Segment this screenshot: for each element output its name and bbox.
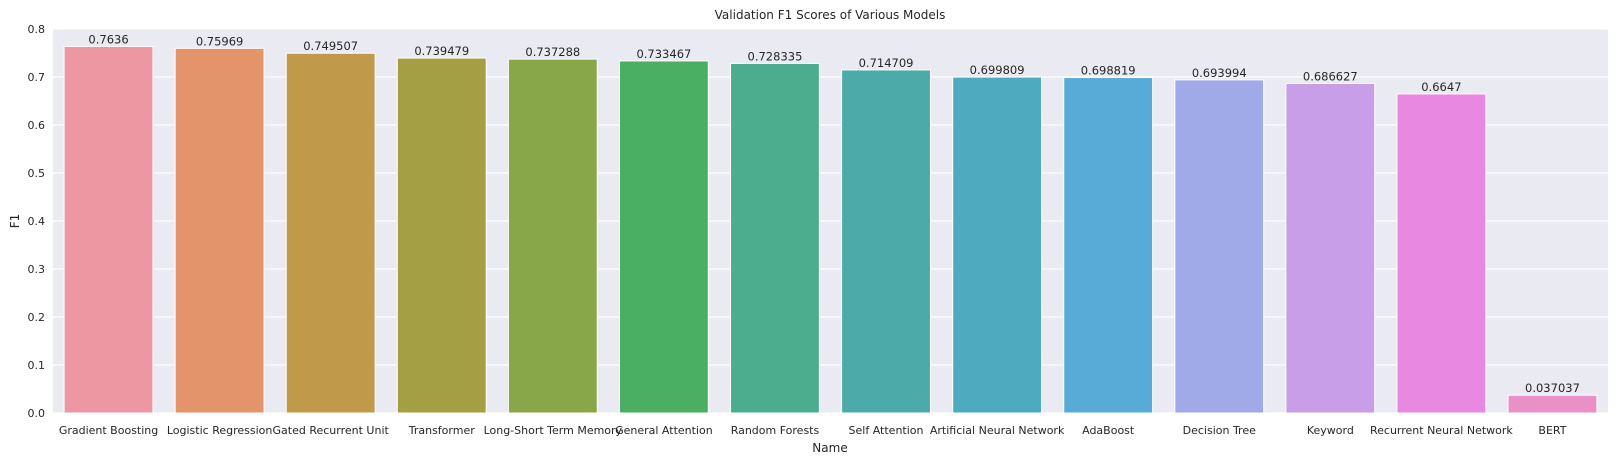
bar [618,60,709,414]
chart-title: Validation F1 Scores of Various Models [715,8,946,22]
y-tick-label: 0.5 [28,167,46,180]
x-tick-labels: Gradient Boosting Logistic Regression Gate… [59,424,1567,437]
y-tick-label: 0.0 [28,407,46,420]
x-tick-label: BERT [1538,424,1566,437]
bar [1396,93,1487,414]
y-tick-label: 0.8 [28,23,46,36]
bar-value-label: 0.037037 [1525,381,1580,395]
x-tick-label: AdaBoost [1082,424,1135,437]
x-tick-label: Recurrent Neural Network [1370,424,1513,437]
y-tick-label: 0.7 [28,71,46,84]
x-tick-label: Long-Short Term Memory [484,424,623,437]
bar [63,45,154,414]
y-tick-label: 0.3 [28,263,46,276]
y-axis-label: F1 [8,214,22,229]
bar [1063,77,1154,414]
bar-value-label: 0.749507 [303,39,358,53]
bar-value-label: 0.698819 [1081,64,1136,78]
bar [174,47,265,414]
bar-value-label: 0.714709 [859,56,914,70]
bars [63,45,1598,414]
bar-value-label: 0.75969 [196,34,244,48]
x-tick-label: Transformer [408,424,475,437]
x-tick-label: Gated Recurrent Unit [273,424,390,437]
bar-value-label: 0.733467 [636,47,691,61]
x-tick-label: Keyword [1307,424,1354,437]
y-tick-label: 0.1 [28,359,46,372]
y-tick-label: 0.2 [28,311,46,324]
bar [285,52,376,414]
bar-value-label: 0.739479 [414,44,469,58]
bar [952,76,1043,414]
y-tick-labels: 0.0 0.1 0.2 0.3 0.4 0.5 0.6 0.7 0.8 [28,23,46,420]
bar-value-label: 0.693994 [1192,66,1247,80]
x-tick-label: Decision Tree [1183,424,1256,437]
y-tick-label: 0.6 [28,119,46,132]
bar-value-label: 0.699809 [970,63,1025,77]
data-labels: 0.7636 0.75969 0.749507 0.739479 0.737288 0.7… [88,32,1579,395]
x-tick-label: General Attention [615,424,713,437]
bar [1507,394,1598,414]
bar [730,62,820,414]
x-tick-label: Gradient Boosting [59,424,158,437]
bar [1174,79,1265,414]
bar-value-label: 0.686627 [1303,69,1358,83]
bar [507,58,598,414]
x-tick-label: Self Attention [849,424,924,437]
x-tick-label: Artificial Neural Network [930,424,1065,437]
x-axis-label: Name [812,441,847,455]
x-tick-label: Logistic Regression [167,424,273,437]
bar-value-label: 0.7636 [88,32,128,46]
bar-value-label: 0.728335 [748,49,803,63]
bar [1285,82,1376,414]
bar [396,57,487,414]
bar [841,69,931,414]
bar-value-label: 0.737288 [525,45,580,59]
bar-value-label: 0.6647 [1421,80,1461,94]
y-tick-label: 0.4 [28,215,46,228]
x-tick-label: Random Forests [731,424,820,437]
